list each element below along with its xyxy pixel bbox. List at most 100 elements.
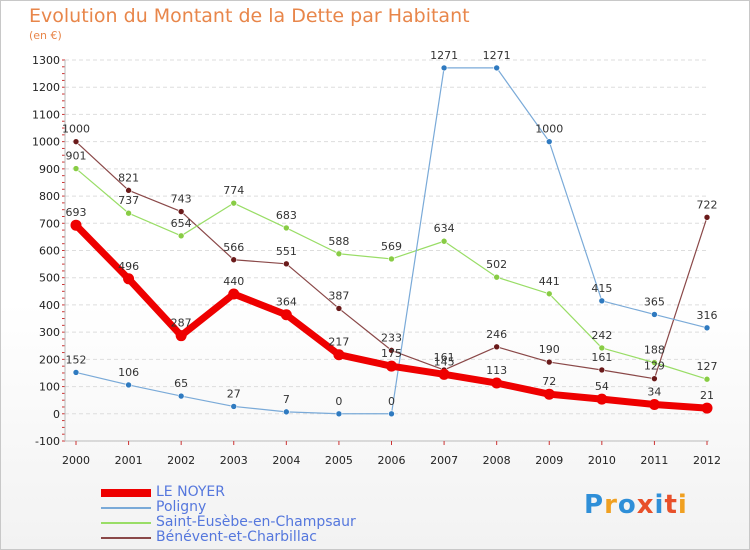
data-point: [651, 311, 658, 318]
x-tick-label: 2002: [167, 454, 195, 467]
logo-letter: i: [677, 490, 688, 520]
logo-letter: x: [636, 490, 655, 520]
y-tick-label: 1000: [32, 136, 60, 149]
data-label: 743: [171, 193, 192, 206]
data-label: 365: [644, 295, 665, 308]
data-point: [125, 209, 132, 217]
data-label: 175: [381, 347, 402, 360]
data-label: 569: [381, 240, 402, 253]
data-point: [335, 410, 343, 418]
data-label: 683: [276, 209, 297, 222]
data-point: [543, 388, 555, 400]
data-point: [440, 64, 448, 72]
data-point: [440, 237, 448, 245]
data-label: 287: [171, 317, 192, 330]
data-point: [438, 368, 450, 380]
data-label: 1271: [430, 49, 458, 62]
data-point: [598, 366, 606, 374]
data-label: 316: [697, 309, 718, 322]
data-label: 152: [66, 353, 87, 366]
data-point: [493, 343, 500, 351]
data-label: 693: [66, 206, 87, 219]
logo-letter: P: [584, 490, 605, 520]
data-label: 233: [381, 331, 402, 344]
x-tick-label: 2006: [378, 454, 406, 467]
data-label: 901: [66, 150, 87, 163]
data-label: 821: [118, 171, 139, 184]
data-label: 217: [328, 336, 349, 349]
legend-swatch: [101, 506, 151, 509]
y-tick-label: 500: [39, 272, 60, 285]
data-point: [388, 255, 395, 263]
data-label: 1000: [535, 123, 563, 136]
data-label: 502: [486, 258, 507, 271]
y-tick-label: 100: [39, 381, 60, 394]
legend-swatch: [101, 536, 151, 539]
x-tick-label: 2009: [535, 454, 563, 467]
data-label: 246: [486, 328, 507, 341]
logo-letter: i: [654, 490, 665, 520]
data-point: [493, 64, 500, 72]
x-tick-label: 2007: [430, 454, 458, 467]
data-label: 242: [591, 329, 612, 342]
x-tick-label: 2005: [325, 454, 353, 467]
data-point: [175, 330, 187, 342]
y-tick-label: 800: [39, 190, 60, 203]
data-point: [335, 305, 343, 312]
data-point: [335, 250, 343, 258]
data-point: [177, 392, 185, 400]
y-tick-label: 300: [39, 326, 60, 339]
legend-label: LE NOYER: [156, 484, 225, 500]
y-tick-label: 700: [39, 217, 60, 230]
data-point: [283, 224, 290, 232]
x-tick-label: 2010: [588, 454, 616, 467]
x-tick-label: 2011: [640, 454, 668, 467]
logo-letter: t: [664, 490, 678, 520]
data-label: 161: [434, 351, 455, 364]
data-label: 161: [591, 351, 612, 364]
data-label: 188: [644, 344, 665, 357]
data-point: [177, 208, 185, 215]
data-point: [177, 232, 185, 240]
data-label: 129: [644, 360, 665, 373]
data-label: 415: [591, 282, 612, 295]
data-point: [72, 369, 80, 376]
data-point: [72, 138, 80, 145]
data-label: 145: [434, 355, 455, 368]
data-label: 65: [174, 377, 188, 390]
data-label: 387: [328, 289, 349, 302]
data-point: [283, 260, 290, 268]
data-label: 106: [118, 366, 139, 379]
data-point: [230, 199, 238, 207]
legend-item: Saint-Eusèbe-en-Champsaur: [101, 515, 356, 530]
data-point: [701, 402, 713, 414]
y-tick-label: -100: [35, 435, 60, 448]
data-point: [545, 138, 553, 145]
data-label: 440: [223, 275, 244, 288]
legend-item: Bénévent-et-Charbillac: [101, 530, 356, 545]
logo-letter: r: [604, 490, 618, 520]
legend-label: Saint-Eusèbe-en-Champsaur: [156, 514, 356, 530]
data-label: 190: [539, 343, 560, 356]
proxiti-logo: Proxiti: [584, 490, 688, 520]
data-point: [598, 297, 606, 305]
data-point: [388, 410, 395, 418]
data-point: [493, 273, 500, 281]
data-label: 634: [434, 222, 455, 235]
y-tick-label: 1200: [32, 81, 60, 94]
data-label: 1271: [483, 49, 511, 62]
y-tick-label: 600: [39, 245, 60, 258]
data-point: [545, 290, 553, 298]
data-label: 364: [276, 296, 297, 309]
data-point: [333, 349, 345, 361]
data-point: [703, 324, 711, 332]
data-label: 113: [486, 364, 507, 377]
logo-letter: o: [617, 490, 637, 520]
data-point: [123, 273, 135, 285]
data-label: 21: [700, 389, 714, 402]
data-label: 7: [283, 393, 290, 406]
x-tick-label: 2000: [62, 454, 90, 467]
data-label: 127: [697, 360, 718, 373]
y-tick-label: 400: [39, 299, 60, 312]
